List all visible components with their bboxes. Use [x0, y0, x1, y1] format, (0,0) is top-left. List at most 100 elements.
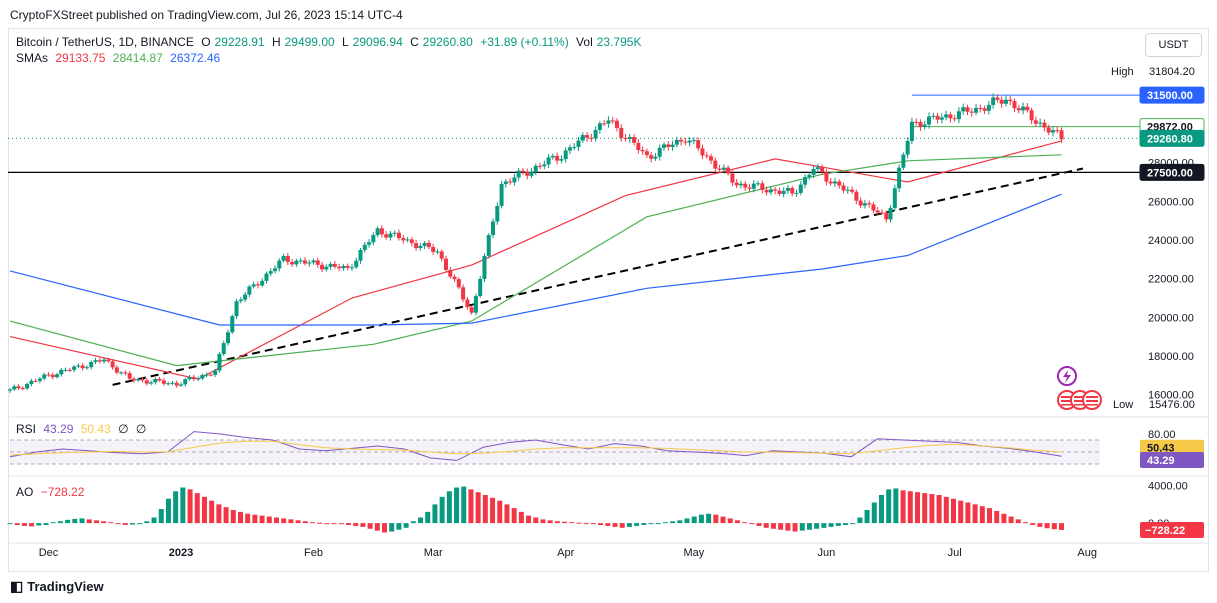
candle-body	[576, 140, 581, 147]
candle-body	[845, 189, 850, 191]
ao-bar	[583, 523, 589, 525]
candle-body	[781, 190, 786, 194]
candle-body	[204, 374, 209, 376]
candle-body	[439, 251, 444, 259]
candle-body	[405, 239, 410, 241]
candle-body	[127, 373, 132, 379]
candle-body	[704, 155, 709, 157]
ao-bar	[237, 511, 243, 524]
ao-bar	[273, 517, 279, 524]
ao-bar	[720, 516, 726, 524]
candle-body	[384, 234, 389, 238]
candle-body	[1046, 127, 1051, 133]
ao-bar	[504, 504, 510, 524]
candle-body	[473, 296, 478, 313]
ao-bar	[878, 495, 884, 524]
ao-bar	[396, 523, 402, 530]
time-tick-label: May	[684, 547, 705, 559]
ao-label[interactable]: AO	[16, 485, 34, 499]
candle-body	[315, 260, 320, 265]
candle-body	[700, 148, 705, 156]
candle-body	[302, 260, 307, 264]
candle-body	[123, 372, 128, 374]
candle-body	[730, 173, 735, 183]
chart-container[interactable]	[8, 28, 1209, 572]
candle-body	[546, 157, 551, 165]
candle-body	[623, 137, 628, 139]
candle-body	[965, 107, 970, 112]
candle-body	[221, 343, 226, 355]
candle-body	[409, 239, 414, 244]
ao-bar	[360, 523, 366, 527]
ao-bar	[914, 492, 920, 524]
ao-bar	[115, 523, 121, 525]
candle-body	[653, 156, 658, 159]
candle-body	[448, 269, 453, 277]
price-tag-label: 29260.80	[1147, 133, 1193, 145]
candle-body	[388, 233, 393, 238]
ao-bar	[367, 523, 373, 529]
tradingview-logo[interactable]: ◧ TradingView	[10, 578, 104, 595]
candle-body	[768, 189, 773, 193]
sma-legend: SMAs 29133.75 28414.87 26372.46	[16, 51, 224, 65]
candle-body	[820, 167, 825, 173]
candle-body	[307, 262, 312, 264]
candle-body	[734, 182, 739, 186]
ao-bar	[79, 518, 85, 524]
symbol-label[interactable]: Bitcoin / TetherUS, 1D, BINANCE	[16, 35, 194, 49]
rsi-label[interactable]: RSI	[16, 422, 37, 436]
ao-bar	[1023, 522, 1029, 524]
sma-line-3	[9, 193, 1062, 326]
candle-body	[841, 185, 846, 191]
candle-body	[939, 117, 944, 120]
low-label-text: Low	[1113, 399, 1134, 411]
candle-body	[944, 114, 949, 118]
ao-bar	[223, 507, 229, 524]
candle-body	[597, 123, 602, 130]
candle-body	[969, 111, 974, 113]
ao-bar	[814, 523, 820, 529]
price-tick-label: 16000.00	[1148, 390, 1194, 402]
ao-bar	[439, 496, 445, 524]
ao-bar	[634, 523, 640, 526]
ao-bar	[950, 498, 956, 524]
ao-bar	[540, 519, 546, 524]
sma-label[interactable]: SMAs	[16, 51, 49, 65]
candle-body	[563, 150, 568, 160]
rsi-line-1	[9, 431, 1062, 461]
candle-body	[986, 104, 991, 111]
currency-button[interactable]: USDT	[1145, 33, 1202, 57]
candle-body	[1033, 120, 1038, 124]
ao-bar	[850, 523, 856, 525]
ao-bar	[842, 523, 848, 525]
ao-bar	[958, 500, 964, 524]
event-icons[interactable]	[1054, 364, 1104, 414]
rsi-ma-value: 50.43	[80, 422, 111, 436]
candle-body	[362, 244, 367, 250]
ao-bar	[252, 514, 258, 524]
candle-body	[72, 366, 77, 370]
time-tick-label: Jul	[948, 547, 962, 559]
time-tick-label: Aug	[1077, 547, 1097, 559]
candle-body	[55, 374, 60, 378]
ao-bar	[922, 493, 928, 524]
candle-body	[426, 242, 431, 248]
candle-body	[1050, 130, 1055, 133]
candle-body	[84, 367, 89, 369]
candle-body	[217, 354, 222, 371]
time-tick-label: Apr	[557, 547, 574, 559]
candle-body	[1042, 122, 1047, 128]
candle-body	[785, 187, 790, 191]
ao-legend: AO −728.22	[16, 485, 88, 499]
ao-bar	[778, 523, 784, 530]
candle-body	[469, 307, 474, 313]
ao-bar	[353, 523, 359, 526]
rsi-tag-label: 43.29	[1147, 455, 1175, 467]
candle-body	[602, 123, 607, 125]
candle-body	[1008, 99, 1013, 102]
candle-body	[871, 204, 876, 211]
candle-body	[102, 359, 107, 362]
candle-body	[234, 301, 239, 317]
ao-bar	[770, 523, 776, 529]
